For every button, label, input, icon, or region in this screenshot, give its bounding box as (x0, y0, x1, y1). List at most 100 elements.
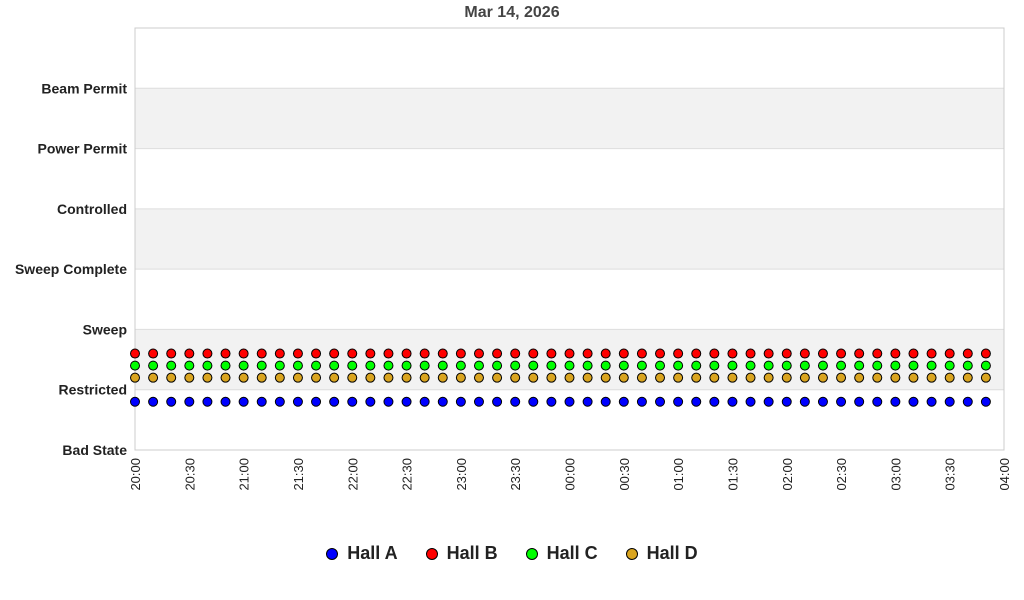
data-point-hall-b (455, 348, 466, 359)
data-point-hall-b (799, 348, 810, 359)
data-point-hall-b (546, 348, 557, 359)
data-point-hall-a (980, 396, 991, 407)
data-point-hall-a (256, 396, 267, 407)
y-tick-label: Power Permit (38, 141, 128, 157)
data-point-hall-b (347, 348, 358, 359)
data-point-hall-a (437, 396, 448, 407)
legend-item[interactable]: Hall C (525, 543, 598, 564)
data-point-hall-d (727, 372, 738, 383)
data-point-hall-b (781, 348, 792, 359)
legend-marker-icon (425, 547, 438, 560)
data-point-hall-d (655, 372, 666, 383)
data-point-hall-c (691, 360, 702, 371)
data-point-hall-c (763, 360, 774, 371)
data-point-hall-a (582, 396, 593, 407)
data-point-hall-c (980, 360, 991, 371)
data-point-hall-b (492, 348, 503, 359)
data-point-hall-c (220, 360, 231, 371)
data-point-hall-d (546, 372, 557, 383)
data-point-hall-c (872, 360, 883, 371)
data-point-hall-d (817, 372, 828, 383)
data-point-hall-d (763, 372, 774, 383)
data-point-hall-a (130, 396, 140, 407)
data-point-hall-b (510, 348, 521, 359)
y-tick-label: Restricted (59, 382, 127, 398)
data-point-hall-d (691, 372, 702, 383)
data-point-hall-c (564, 360, 575, 371)
data-point-hall-a (600, 396, 611, 407)
data-point-hall-c (926, 360, 937, 371)
y-tick-label: Sweep Complete (15, 261, 127, 277)
data-point-hall-b (817, 348, 828, 359)
data-point-hall-b (962, 348, 973, 359)
data-point-hall-d (365, 372, 376, 383)
x-tick-label: 01:00 (671, 458, 686, 491)
data-point-hall-b (944, 348, 955, 359)
data-point-hall-b (709, 348, 720, 359)
data-point-hall-c (365, 360, 376, 371)
data-point-hall-c (908, 360, 919, 371)
data-point-hall-b (256, 348, 267, 359)
data-point-hall-c (600, 360, 611, 371)
data-point-hall-c (944, 360, 955, 371)
data-point-hall-c (274, 360, 285, 371)
data-point-hall-d (383, 372, 394, 383)
data-point-hall-c (618, 360, 629, 371)
data-point-hall-d (890, 372, 901, 383)
x-tick-label: 21:30 (291, 458, 306, 491)
data-point-hall-b (365, 348, 376, 359)
data-point-hall-c (383, 360, 394, 371)
data-point-hall-c (419, 360, 430, 371)
data-point-hall-a (238, 396, 249, 407)
legend: Hall A Hall B Hall C Hall D (0, 543, 1024, 564)
data-point-hall-d (673, 372, 684, 383)
data-point-hall-c (582, 360, 593, 371)
y-tick-label: Sweep (83, 321, 127, 337)
data-point-hall-a (836, 396, 847, 407)
data-point-hall-d (184, 372, 195, 383)
data-point-hall-b (419, 348, 430, 359)
data-point-hall-b (148, 348, 159, 359)
data-point-hall-b (166, 348, 177, 359)
data-point-hall-d (492, 372, 503, 383)
data-point-hall-c (473, 360, 484, 371)
data-point-hall-b (202, 348, 213, 359)
data-point-hall-a (908, 396, 919, 407)
legend-item[interactable]: Hall A (326, 543, 398, 564)
data-point-hall-b (763, 348, 774, 359)
data-point-hall-a (890, 396, 901, 407)
data-point-hall-a (691, 396, 702, 407)
data-point-hall-c (148, 360, 159, 371)
data-point-hall-b (220, 348, 231, 359)
data-point-hall-d (528, 372, 539, 383)
data-point-hall-c (781, 360, 792, 371)
data-point-hall-b (836, 348, 847, 359)
data-point-hall-c (510, 360, 521, 371)
data-point-hall-a (872, 396, 883, 407)
data-point-hall-d (872, 372, 883, 383)
legend-item[interactable]: Hall D (625, 543, 698, 564)
data-point-hall-b (564, 348, 575, 359)
data-point-hall-c (836, 360, 847, 371)
data-point-hall-b (401, 348, 412, 359)
legend-item[interactable]: Hall B (425, 543, 498, 564)
data-point-hall-c (709, 360, 720, 371)
legend-label: Hall D (646, 543, 698, 563)
data-point-hall-d (220, 372, 231, 383)
data-point-hall-a (347, 396, 358, 407)
data-point-hall-a (618, 396, 629, 407)
data-point-hall-a (528, 396, 539, 407)
data-point-hall-a (202, 396, 213, 407)
data-point-hall-d (148, 372, 159, 383)
data-point-hall-b (383, 348, 394, 359)
data-point-hall-b (691, 348, 702, 359)
data-point-hall-c (727, 360, 738, 371)
legend-label: Hall A (347, 543, 398, 563)
grid-band (135, 208, 1004, 270)
data-point-hall-d (962, 372, 973, 383)
data-point-hall-c (636, 360, 647, 371)
data-point-hall-c (492, 360, 503, 371)
data-point-hall-c (546, 360, 557, 371)
x-tick-label: 20:30 (182, 458, 197, 491)
data-point-hall-d (347, 372, 358, 383)
